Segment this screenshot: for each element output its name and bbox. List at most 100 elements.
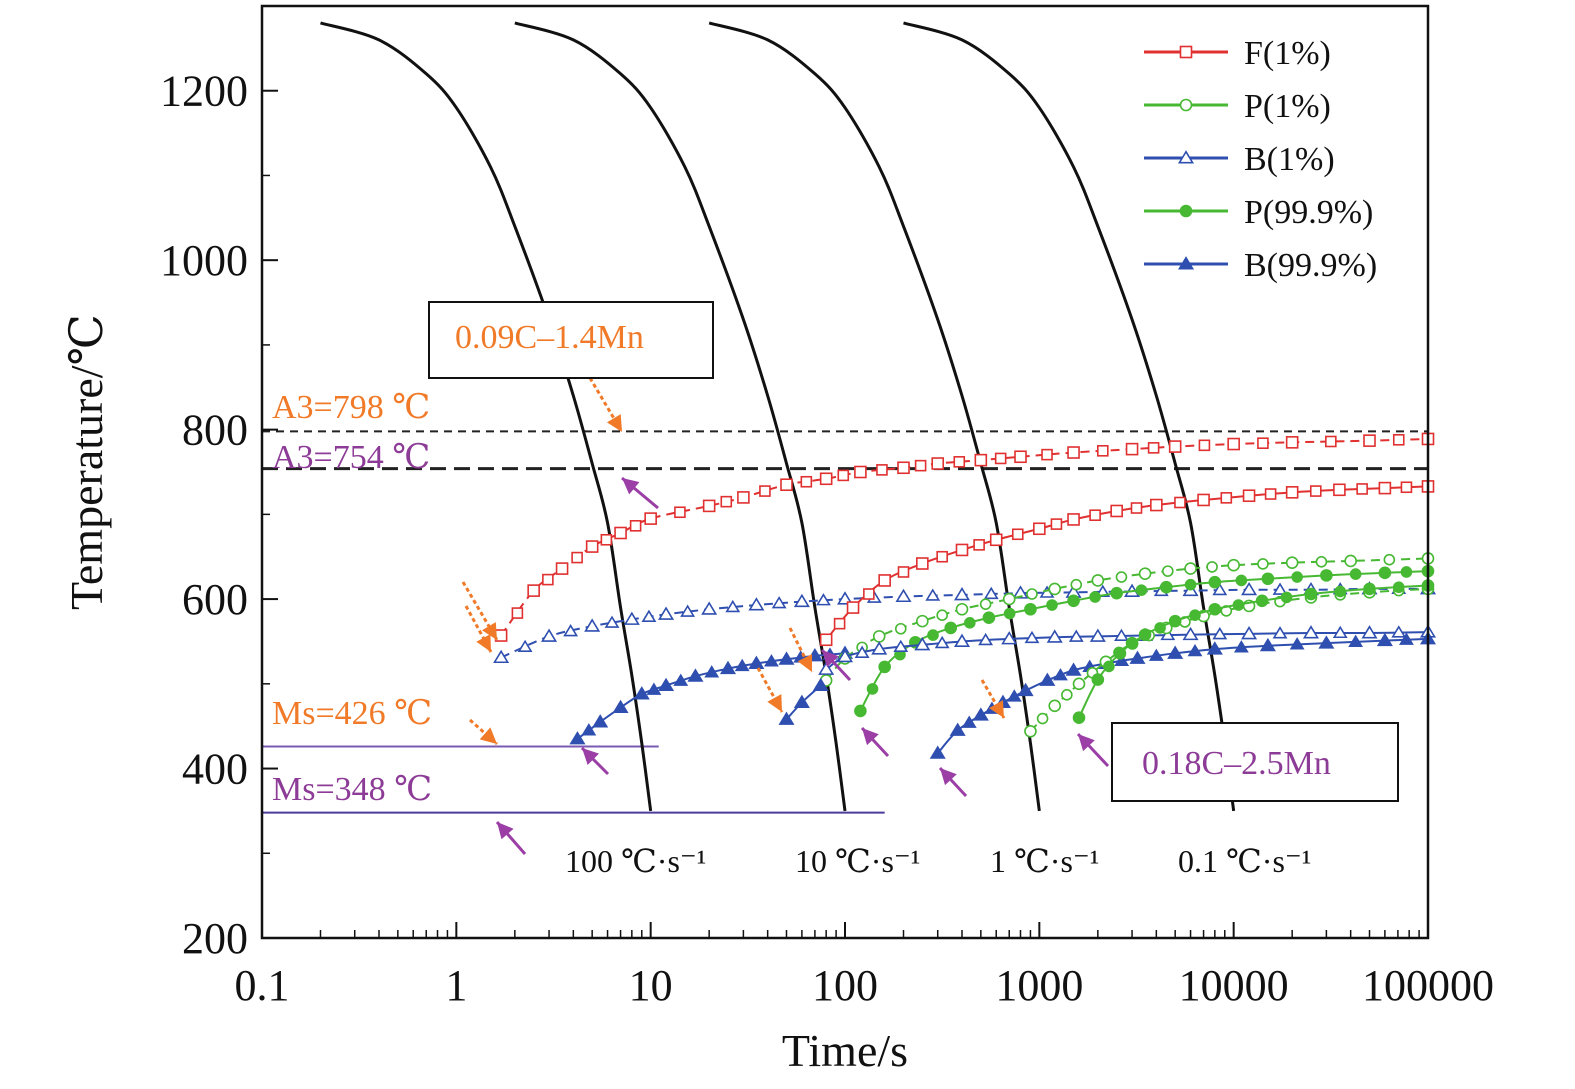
data-point [978,632,994,646]
data-point [555,562,569,575]
data-point [1114,628,1129,642]
legend-label: B(99.9%) [1244,247,1377,284]
data-point [1315,556,1328,568]
data-point [1125,442,1139,456]
data-point [1046,629,1063,643]
data-point [600,533,613,546]
data-point [1168,614,1182,628]
cooling-curve [514,21,847,812]
data-point [734,658,750,672]
data-point [897,461,910,475]
data-point [793,593,810,608]
data-point [1046,599,1058,611]
data-point [800,475,813,488]
data-point [1309,485,1322,497]
data-point [927,629,939,641]
legend-label: P(99.9%) [1244,194,1373,231]
data-point [1257,437,1269,449]
data-point [1160,627,1176,641]
data-point [1024,630,1040,644]
data-point [1026,588,1038,600]
x-tick-label: 1 [445,961,467,1010]
annotation-text: 0.18C–2.5Mn [1142,745,1331,782]
data-point [658,606,675,620]
data-point [936,550,948,563]
data-point [1257,558,1269,570]
data-point [1285,436,1299,449]
data-point [1048,699,1062,713]
data-point [1272,626,1288,639]
data-point [1115,571,1128,583]
annotation-box [1111,722,1399,802]
data-point [1138,567,1152,580]
data-point [1361,625,1378,639]
data-point [878,574,891,587]
data-point [1272,582,1288,595]
data-point [1039,672,1056,686]
data-point [764,654,779,667]
y-tick-label: 400 [182,745,248,794]
data-point [581,723,597,736]
data-point [816,593,831,606]
data-point [1129,650,1146,664]
data-point [1344,554,1357,568]
data-point [953,587,971,601]
data-point [1206,641,1223,655]
data-point [1189,609,1201,621]
data-point [623,611,640,625]
legend-marker [1179,204,1193,218]
data-point [1197,493,1210,507]
data-point [612,699,629,714]
data-point [872,630,886,643]
data-point [931,457,945,470]
annotations: 0.09C–1.4Mn 0.18C–2.5Mn [428,301,1399,802]
arrow-head [476,634,491,652]
data-point [1206,561,1218,573]
data-point [955,543,969,557]
data-point [1227,437,1240,451]
cooling-rate-label: 100 ℃·s⁻¹ [565,843,706,879]
data-point [641,609,657,622]
data-point [1212,627,1228,640]
data-point [1348,634,1364,647]
data-point [633,686,650,700]
data-point [563,624,579,637]
data-point [1068,629,1084,642]
data-point [527,584,540,597]
data-point [934,635,950,649]
data-point [1334,585,1347,598]
x-axis-title: Time/s [782,1025,908,1076]
y-tick-label: 1000 [160,236,248,285]
data-point [778,711,795,725]
data-point [863,588,875,600]
data-point [1091,673,1105,686]
data-point [1232,599,1245,611]
data-point [1024,602,1037,616]
data-point [1148,648,1164,661]
data-point [837,469,850,482]
data-point [894,622,907,635]
data-point [916,557,929,570]
data-point [1332,625,1348,639]
data-point [1349,568,1362,580]
legend-label: F(1%) [1244,35,1331,72]
data-point [1399,632,1414,645]
data-point [1291,571,1303,583]
data-point [1091,574,1105,587]
data-point [1065,662,1082,676]
reference-label: A3=798 ℃ [272,389,430,426]
data-point [1212,582,1228,596]
data-point [571,551,583,564]
data-point [1259,637,1276,652]
data-point [778,651,795,665]
legend-label: B(1%) [1244,141,1335,178]
data-point [1033,522,1046,536]
data-point [916,614,929,628]
data-point [1110,504,1123,518]
cooling-rate-label: 10 ℃·s⁻¹ [795,843,920,879]
x-tick-label: 10 [629,961,673,1010]
data-point [812,677,829,692]
reference-label: Ms=426 ℃ [272,695,432,732]
data-point [819,472,833,486]
arrow-head [482,622,497,640]
